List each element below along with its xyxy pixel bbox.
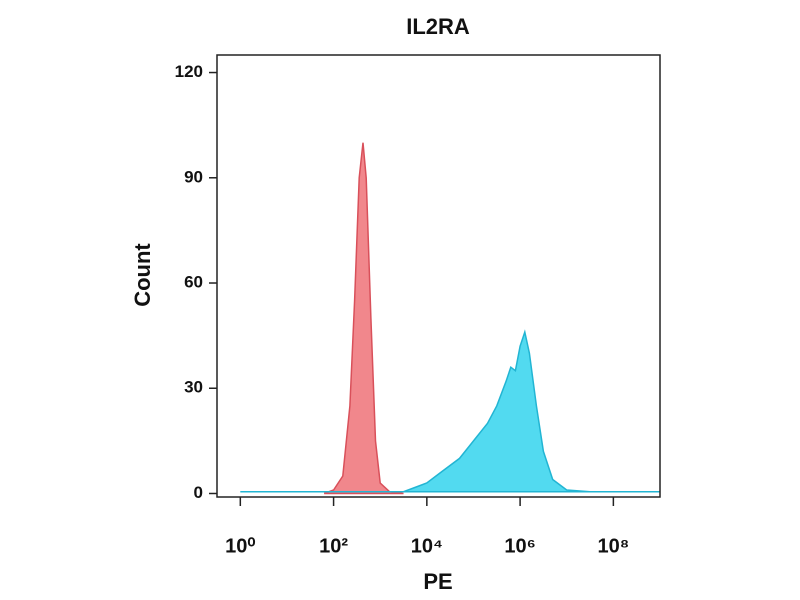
plot-frame [216,54,661,498]
chart-title: IL2RA [406,14,470,39]
histogram-area [240,329,660,493]
x-tick-label: 10⁸ [598,535,630,557]
histogram-area [323,142,404,495]
y-tick-label: 60 [184,273,203,292]
y-axis-label: Count [130,243,155,307]
x-tick-label: 10⁴ [411,535,443,557]
x-axis-label: PE [423,569,452,594]
y-tick-label: 0 [194,483,203,502]
x-tick-label: 10² [319,535,348,557]
y-tick-label: 120 [175,62,203,81]
x-tick-label: 10⁶ [504,535,535,557]
y-tick-label: 30 [184,378,203,397]
x-tick-label: 10⁰ [225,535,255,557]
y-tick-label: 90 [184,167,203,186]
